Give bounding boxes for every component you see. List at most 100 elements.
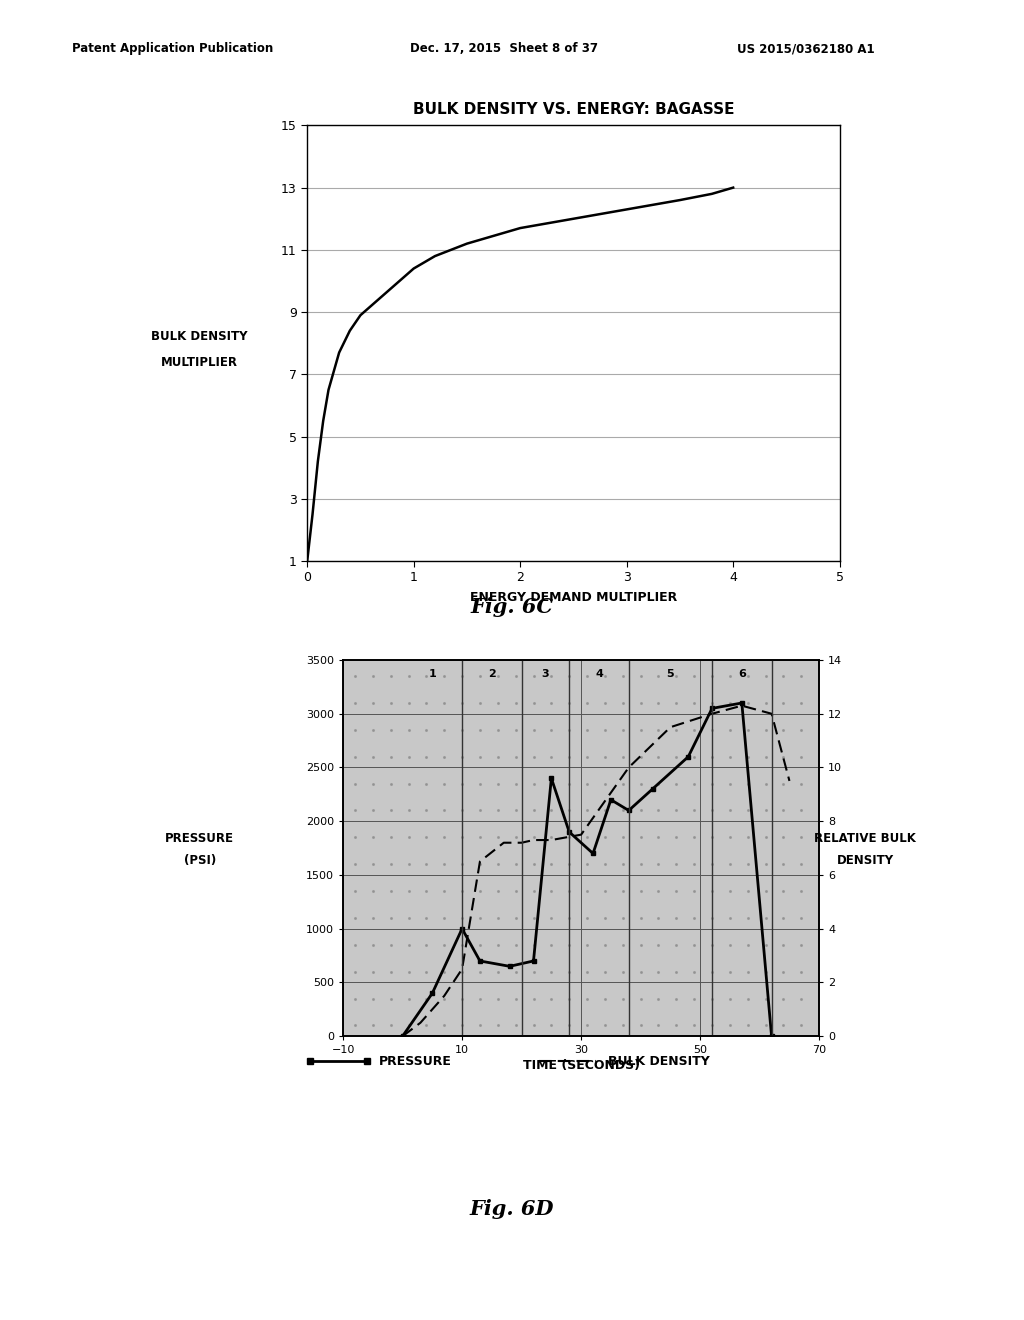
Point xyxy=(686,665,702,686)
Point xyxy=(347,665,364,686)
Point xyxy=(454,854,470,875)
Point xyxy=(436,987,453,1008)
Point xyxy=(436,935,453,956)
Point xyxy=(454,1015,470,1036)
Point xyxy=(633,987,649,1008)
Point xyxy=(418,665,434,686)
Point xyxy=(489,746,506,767)
Point xyxy=(775,719,792,741)
Point xyxy=(383,800,399,821)
Point xyxy=(383,746,399,767)
Point xyxy=(543,987,559,1008)
Point xyxy=(383,880,399,902)
Point xyxy=(775,1015,792,1036)
Point xyxy=(739,774,756,795)
Point xyxy=(686,907,702,928)
Point xyxy=(633,907,649,928)
Text: PRESSURE: PRESSURE xyxy=(379,1055,452,1068)
Point xyxy=(418,880,434,902)
Point xyxy=(794,961,810,982)
Point xyxy=(383,719,399,741)
Point xyxy=(703,746,720,767)
Point xyxy=(418,987,434,1008)
Point xyxy=(418,800,434,821)
Point xyxy=(794,987,810,1008)
Point xyxy=(597,854,613,875)
Point xyxy=(561,935,578,956)
Point xyxy=(543,854,559,875)
Point xyxy=(472,774,488,795)
Point xyxy=(454,800,470,821)
Point xyxy=(347,907,364,928)
Point xyxy=(579,665,595,686)
Text: Fig. 6C: Fig. 6C xyxy=(470,597,554,616)
Point xyxy=(597,800,613,821)
Point xyxy=(775,774,792,795)
Point xyxy=(525,826,542,847)
Point xyxy=(347,880,364,902)
Point xyxy=(597,907,613,928)
Point xyxy=(400,719,417,741)
Point xyxy=(722,1015,738,1036)
Point xyxy=(400,800,417,821)
Point xyxy=(365,987,381,1008)
Point xyxy=(597,987,613,1008)
Point xyxy=(703,719,720,741)
Point xyxy=(669,719,685,741)
Point xyxy=(758,826,774,847)
Point xyxy=(758,880,774,902)
Point xyxy=(739,961,756,982)
Point xyxy=(739,826,756,847)
Point xyxy=(650,719,667,741)
Point xyxy=(686,800,702,821)
Point xyxy=(472,961,488,982)
Point xyxy=(508,826,524,847)
Point xyxy=(365,907,381,928)
Point xyxy=(454,907,470,928)
Point xyxy=(669,693,685,714)
Point xyxy=(669,961,685,982)
Point xyxy=(703,774,720,795)
Point xyxy=(775,880,792,902)
Point xyxy=(669,854,685,875)
Point xyxy=(758,774,774,795)
Point xyxy=(347,826,364,847)
Point xyxy=(614,987,631,1008)
Text: 5: 5 xyxy=(667,669,674,678)
Point xyxy=(722,935,738,956)
Point xyxy=(543,693,559,714)
Point xyxy=(472,935,488,956)
Point xyxy=(383,907,399,928)
Point xyxy=(508,987,524,1008)
Point xyxy=(614,774,631,795)
Point xyxy=(383,826,399,847)
Point xyxy=(543,746,559,767)
Point xyxy=(579,987,595,1008)
Point xyxy=(739,693,756,714)
Point xyxy=(347,987,364,1008)
X-axis label: TIME (SECONDS): TIME (SECONDS) xyxy=(522,1060,640,1072)
Point xyxy=(739,746,756,767)
Point xyxy=(614,961,631,982)
Point xyxy=(347,746,364,767)
Point xyxy=(614,1015,631,1036)
Point xyxy=(489,774,506,795)
Point xyxy=(418,907,434,928)
Point xyxy=(722,961,738,982)
Point xyxy=(669,907,685,928)
Point xyxy=(508,746,524,767)
Point xyxy=(436,880,453,902)
Point xyxy=(614,693,631,714)
Point xyxy=(775,665,792,686)
Point xyxy=(347,1015,364,1036)
Point xyxy=(739,665,756,686)
Point xyxy=(454,693,470,714)
Point xyxy=(472,800,488,821)
Point xyxy=(561,854,578,875)
Point xyxy=(489,907,506,928)
Point xyxy=(722,907,738,928)
Point xyxy=(454,774,470,795)
Text: RELATIVE BULK: RELATIVE BULK xyxy=(814,832,916,845)
Point xyxy=(650,907,667,928)
Point xyxy=(525,907,542,928)
